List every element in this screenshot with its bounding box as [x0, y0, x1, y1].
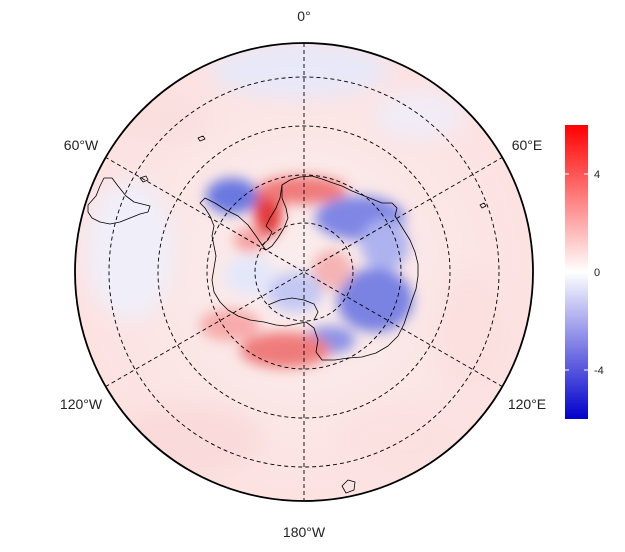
south-america-tip: [87, 177, 151, 225]
ross-ice-shelf: [267, 297, 319, 321]
lon-label-60w: 60°W: [64, 137, 99, 153]
inner-anomaly-patches: [200, 176, 413, 368]
colorbar-gradient: [565, 125, 588, 419]
coastlines: [87, 135, 487, 494]
graticule: [104, 43, 504, 501]
outer-anomaly-patches: [85, 43, 505, 475]
lon-label-0: 0°: [297, 8, 310, 24]
lon-label-120w: 120°W: [60, 396, 103, 412]
map-frame: [74, 42, 534, 502]
colorbar-tick-label: 0: [594, 267, 600, 279]
anomaly-field: [75, 43, 533, 501]
lon-label-60e: 60°E: [512, 137, 543, 153]
colorbar-ticks: 4 0 -4: [565, 169, 604, 377]
falkland-islands: [139, 175, 149, 183]
colorbar: 4 0 -4: [565, 125, 604, 419]
colorbar-tick-label: 4: [594, 169, 600, 181]
latitude-circle: [157, 125, 451, 419]
latitude-circle: [254, 222, 354, 322]
antarctica-coastline: [199, 175, 419, 361]
sub-antarctic-island: [479, 202, 487, 209]
antarctic-peninsula: [261, 185, 289, 251]
lon-label-180w: 180°W: [283, 524, 326, 540]
latitude-circle: [108, 76, 500, 468]
south-georgia: [197, 135, 206, 142]
colorbar-tick-label: -4: [594, 365, 604, 377]
new-zealand-island: [341, 479, 356, 494]
latitude-circle: [206, 174, 402, 370]
lon-label-120e: 120°E: [508, 396, 546, 412]
longitude-labels: 0° 60°E 120°E 180°W 120°W 60°W: [60, 8, 546, 540]
